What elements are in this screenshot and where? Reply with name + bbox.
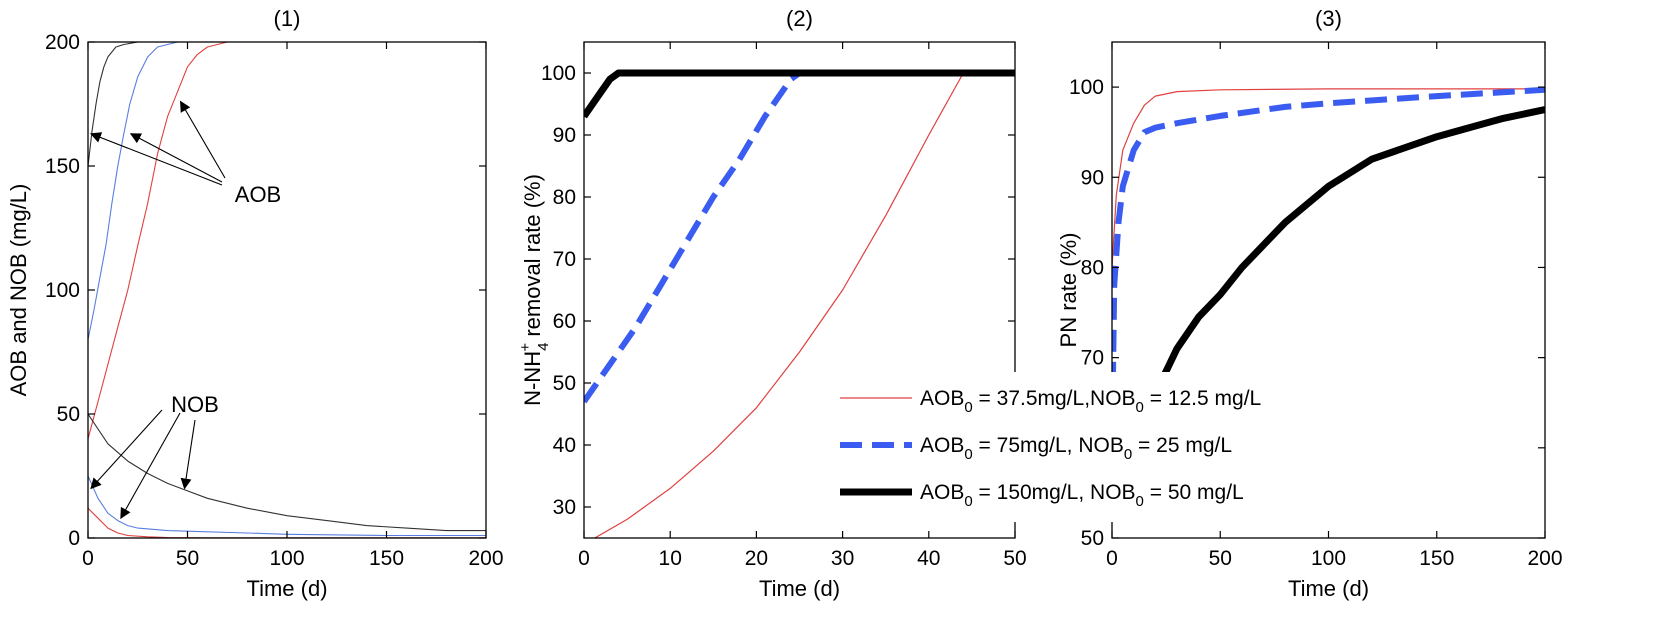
annotation-arrow (129, 133, 223, 183)
legend-nob-value: = 50 mg/L (1144, 481, 1244, 504)
y-tick-label: 80 (553, 186, 576, 209)
series-line-1-6 (88, 413, 486, 532)
y-tick-label: 100 (1069, 76, 1104, 99)
legend-aob-label: AOB (920, 434, 964, 457)
annotation-label: AOB (235, 182, 281, 207)
y-tick-label: 60 (553, 310, 576, 333)
y-tick-label: 30 (553, 496, 576, 519)
legend-nob-value: = 25 mg/L (1132, 434, 1232, 457)
panel-title: (1) (274, 6, 301, 31)
y-axis-label: PN rate (%) (1056, 233, 1081, 348)
y-tick-label: 90 (553, 124, 576, 147)
y-tick-label: 100 (541, 62, 576, 85)
chart-panel-1: 0 50 100 150 200 0 50 100 150 200 (1) Time (d) AOB a… (6, 6, 504, 601)
x-tick-label: 0 (1106, 547, 1118, 570)
y-tick-label: 40 (553, 434, 576, 457)
x-tick-label: 50 (1003, 547, 1026, 570)
x-tick-label: 10 (659, 547, 682, 570)
legend-aob-label: AOB (920, 481, 964, 504)
x-tick-label: 200 (1527, 547, 1562, 570)
legend-aob-sub: 0 (964, 446, 972, 463)
y-tick-label: 90 (1081, 166, 1104, 189)
annotation-arrow (89, 132, 223, 186)
x-tick-label: 20 (745, 547, 768, 570)
y-tick-label: 70 (553, 248, 576, 271)
y-tick-label: 70 (1081, 347, 1104, 370)
x-tick-label: 0 (82, 547, 94, 570)
series-line-1-2 (88, 42, 486, 340)
x-tick-label: 50 (1209, 547, 1232, 570)
series-line-2-1 (593, 72, 1015, 538)
annotation-aob: AOB (89, 100, 281, 207)
legend-aob-value: = 75mg/L, (973, 434, 1079, 457)
annotation-nob: NOB (90, 392, 219, 520)
x-tick-label: 30 (831, 547, 854, 570)
legend-aob-value: = 37.5mg/L, (973, 387, 1090, 410)
series-line-3-1 (1112, 88, 1545, 268)
annotation-arrow (180, 419, 196, 490)
x-axis-label: Time (d) (246, 576, 327, 601)
x-tick-label: 150 (369, 547, 404, 570)
y-axis-label: N-NH4+ removal rate (%) (517, 174, 552, 406)
x-axis-label: Time (d) (759, 576, 840, 601)
series-line-1-3 (88, 42, 486, 167)
legend-entry-1: AOB0 = 37.5mg/L,NOB0 = 12.5 mg/L (920, 387, 1261, 416)
plot-frame (87, 41, 487, 539)
legend-nob-sub: 0 (1136, 399, 1144, 416)
series-line-1-5 (88, 475, 486, 537)
y-tick-label: 200 (45, 31, 80, 54)
legend-entry-3: AOB0 = 150mg/L, NOB0 = 50 mg/L (920, 481, 1244, 510)
panel-title: (3) (1315, 6, 1342, 31)
series-line-1-1 (88, 42, 486, 439)
legend-aob-sub: 0 (964, 493, 972, 510)
panel-title: (2) (786, 6, 813, 31)
legend-background (830, 372, 1250, 522)
legend-entry-2: AOB0 = 75mg/L, NOB0 = 25 mg/L (920, 434, 1232, 463)
series-line-3-2 (1112, 86, 1545, 448)
x-tick-label: 200 (468, 547, 503, 570)
plot-frame (583, 41, 1016, 539)
annotation-label: NOB (171, 392, 219, 417)
y-tick-label: 80 (1081, 256, 1104, 279)
x-tick-label: 150 (1419, 547, 1454, 570)
x-tick-label: 40 (917, 547, 940, 570)
annotation-arrow (90, 409, 163, 490)
y-axis-label-rest: removal rate (%) (520, 174, 545, 343)
y-axis-label: AOB and NOB (mg/L) (6, 184, 31, 397)
legend-nob-label: NOB (1078, 434, 1124, 457)
series-line-2-2 (584, 70, 1015, 404)
legend-nob-label: NOB (1090, 481, 1136, 504)
y-tick-label: 0 (68, 527, 80, 550)
y-axis-label-main: N-NH (520, 351, 545, 406)
legend-nob-sub: 0 (1124, 446, 1132, 463)
legend-nob-label: NOB (1090, 387, 1136, 410)
annotation-arrow (179, 100, 226, 179)
y-tick-label: 50 (1081, 527, 1104, 550)
y-tick-label: 50 (553, 372, 576, 395)
legend-nob-value: = 12.5 mg/L (1144, 387, 1261, 410)
x-tick-label: 100 (1311, 547, 1346, 570)
legend-aob-sub: 0 (964, 399, 972, 416)
legend-nob-sub: 0 (1136, 493, 1144, 510)
series-line-2-3 (584, 69, 1015, 119)
y-axis-label-sup: + (517, 343, 534, 352)
chart-panel-3: 0501001502005060708090100(3)Time (d)PN r… (1056, 6, 1563, 601)
y-tick-label: 50 (57, 403, 80, 426)
legend-aob-value: = 150mg/L, (973, 481, 1090, 504)
y-tick-label: 100 (45, 279, 80, 302)
annotation-arrow (120, 412, 181, 520)
y-tick-label: 150 (45, 155, 80, 178)
x-tick-label: 100 (269, 547, 304, 570)
x-tick-label: 50 (176, 547, 199, 570)
y-axis-label-sub: 4 (535, 343, 552, 351)
x-tick-label: 0 (578, 547, 590, 570)
legend-aob-label: AOB (920, 387, 964, 410)
x-axis-label: Time (d) (1288, 576, 1369, 601)
